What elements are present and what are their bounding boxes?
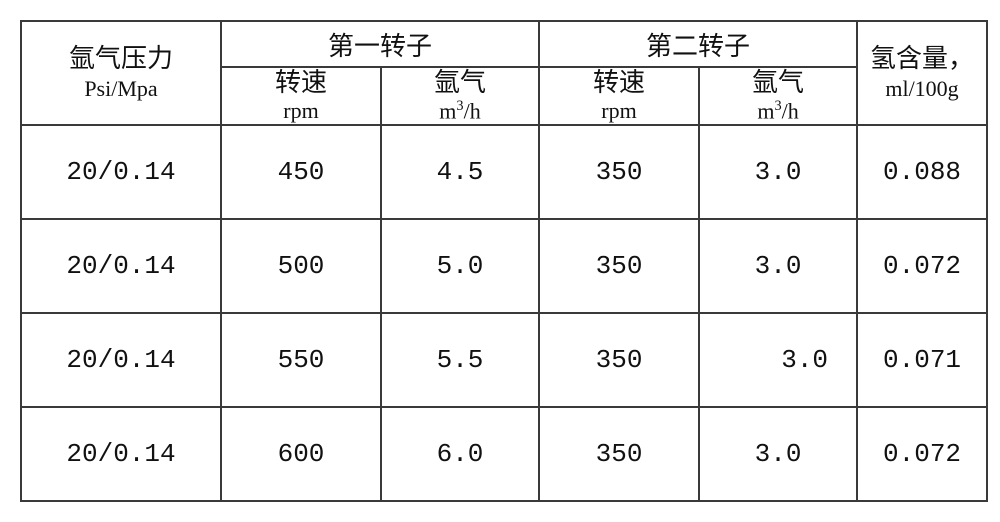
- table-body: 20/0.14 450 4.5 350 3.0 0.088 20/0.14 50…: [21, 125, 987, 501]
- data-table: 氩气压力 Psi/Mpa 第一转子 第二转子 氢含量， ml/100g 转速 r…: [20, 20, 988, 502]
- cell-r1-rpm: 600: [221, 407, 381, 501]
- cell-r2-rpm: 350: [539, 407, 699, 501]
- hcontent-label-cn: 氢含量，: [870, 43, 974, 76]
- cell-pressure: 20/0.14: [21, 219, 221, 313]
- table-container: 氩气压力 Psi/Mpa 第一转子 第二转子 氢含量， ml/100g 转速 r…: [20, 20, 980, 502]
- cell-hcontent: 0.088: [857, 125, 987, 219]
- cell-r1-gas: 5.5: [381, 313, 539, 407]
- table-row: 20/0.14 550 5.5 350 3.0 0.071: [21, 313, 987, 407]
- col-header-rotor1: 第一转子: [221, 21, 539, 67]
- cell-pressure: 20/0.14: [21, 407, 221, 501]
- cell-r2-rpm: 350: [539, 219, 699, 313]
- cell-pressure: 20/0.14: [21, 313, 221, 407]
- rpm-label-cn-2: 转速: [540, 68, 698, 98]
- cell-r1-rpm: 500: [221, 219, 381, 313]
- cell-r2-gas: 3.0: [699, 407, 857, 501]
- pressure-label-cn: 氩气压力: [69, 43, 173, 76]
- cell-r2-rpm: 350: [539, 313, 699, 407]
- cell-r2-gas: 3.0: [699, 125, 857, 219]
- col-header-rotor2: 第二转子: [539, 21, 857, 67]
- cell-hcontent: 0.072: [857, 407, 987, 501]
- cell-hcontent: 0.071: [857, 313, 987, 407]
- hcontent-label-unit: ml/100g: [870, 75, 974, 103]
- cell-r1-rpm: 450: [221, 125, 381, 219]
- gas-label-cn: 氩气: [382, 68, 538, 98]
- cell-r2-rpm: 350: [539, 125, 699, 219]
- col-header-r2-rpm: 转速 rpm: [539, 67, 699, 125]
- cell-r1-rpm: 550: [221, 313, 381, 407]
- col-header-r2-gas: 氩气 m3/h: [699, 67, 857, 125]
- table-row: 20/0.14 600 6.0 350 3.0 0.072: [21, 407, 987, 501]
- cell-r1-gas: 5.0: [381, 219, 539, 313]
- cell-r1-gas: 6.0: [381, 407, 539, 501]
- rpm-label-cn: 转速: [222, 68, 380, 98]
- cell-r1-gas: 4.5: [381, 125, 539, 219]
- gas-label-cn-2: 氩气: [700, 68, 856, 98]
- table-row: 20/0.14 450 4.5 350 3.0 0.088: [21, 125, 987, 219]
- pressure-label-unit: Psi/Mpa: [69, 75, 173, 103]
- cell-pressure: 20/0.14: [21, 125, 221, 219]
- rpm-label-en: rpm: [222, 98, 380, 123]
- cell-r2-gas: 3.0: [699, 219, 857, 313]
- col-header-pressure: 氩气压力 Psi/Mpa: [21, 21, 221, 125]
- table-row: 20/0.14 500 5.0 350 3.0 0.072: [21, 219, 987, 313]
- gas-label-en-2: m3/h: [700, 98, 856, 124]
- cell-r2-gas: 3.0: [699, 313, 857, 407]
- col-header-r1-gas: 氩气 m3/h: [381, 67, 539, 125]
- cell-hcontent: 0.072: [857, 219, 987, 313]
- header-row-top: 氩气压力 Psi/Mpa 第一转子 第二转子 氢含量， ml/100g: [21, 21, 987, 67]
- rpm-label-en-2: rpm: [540, 98, 698, 123]
- col-header-r1-rpm: 转速 rpm: [221, 67, 381, 125]
- gas-label-en: m3/h: [382, 98, 538, 124]
- col-header-hcontent: 氢含量， ml/100g: [857, 21, 987, 125]
